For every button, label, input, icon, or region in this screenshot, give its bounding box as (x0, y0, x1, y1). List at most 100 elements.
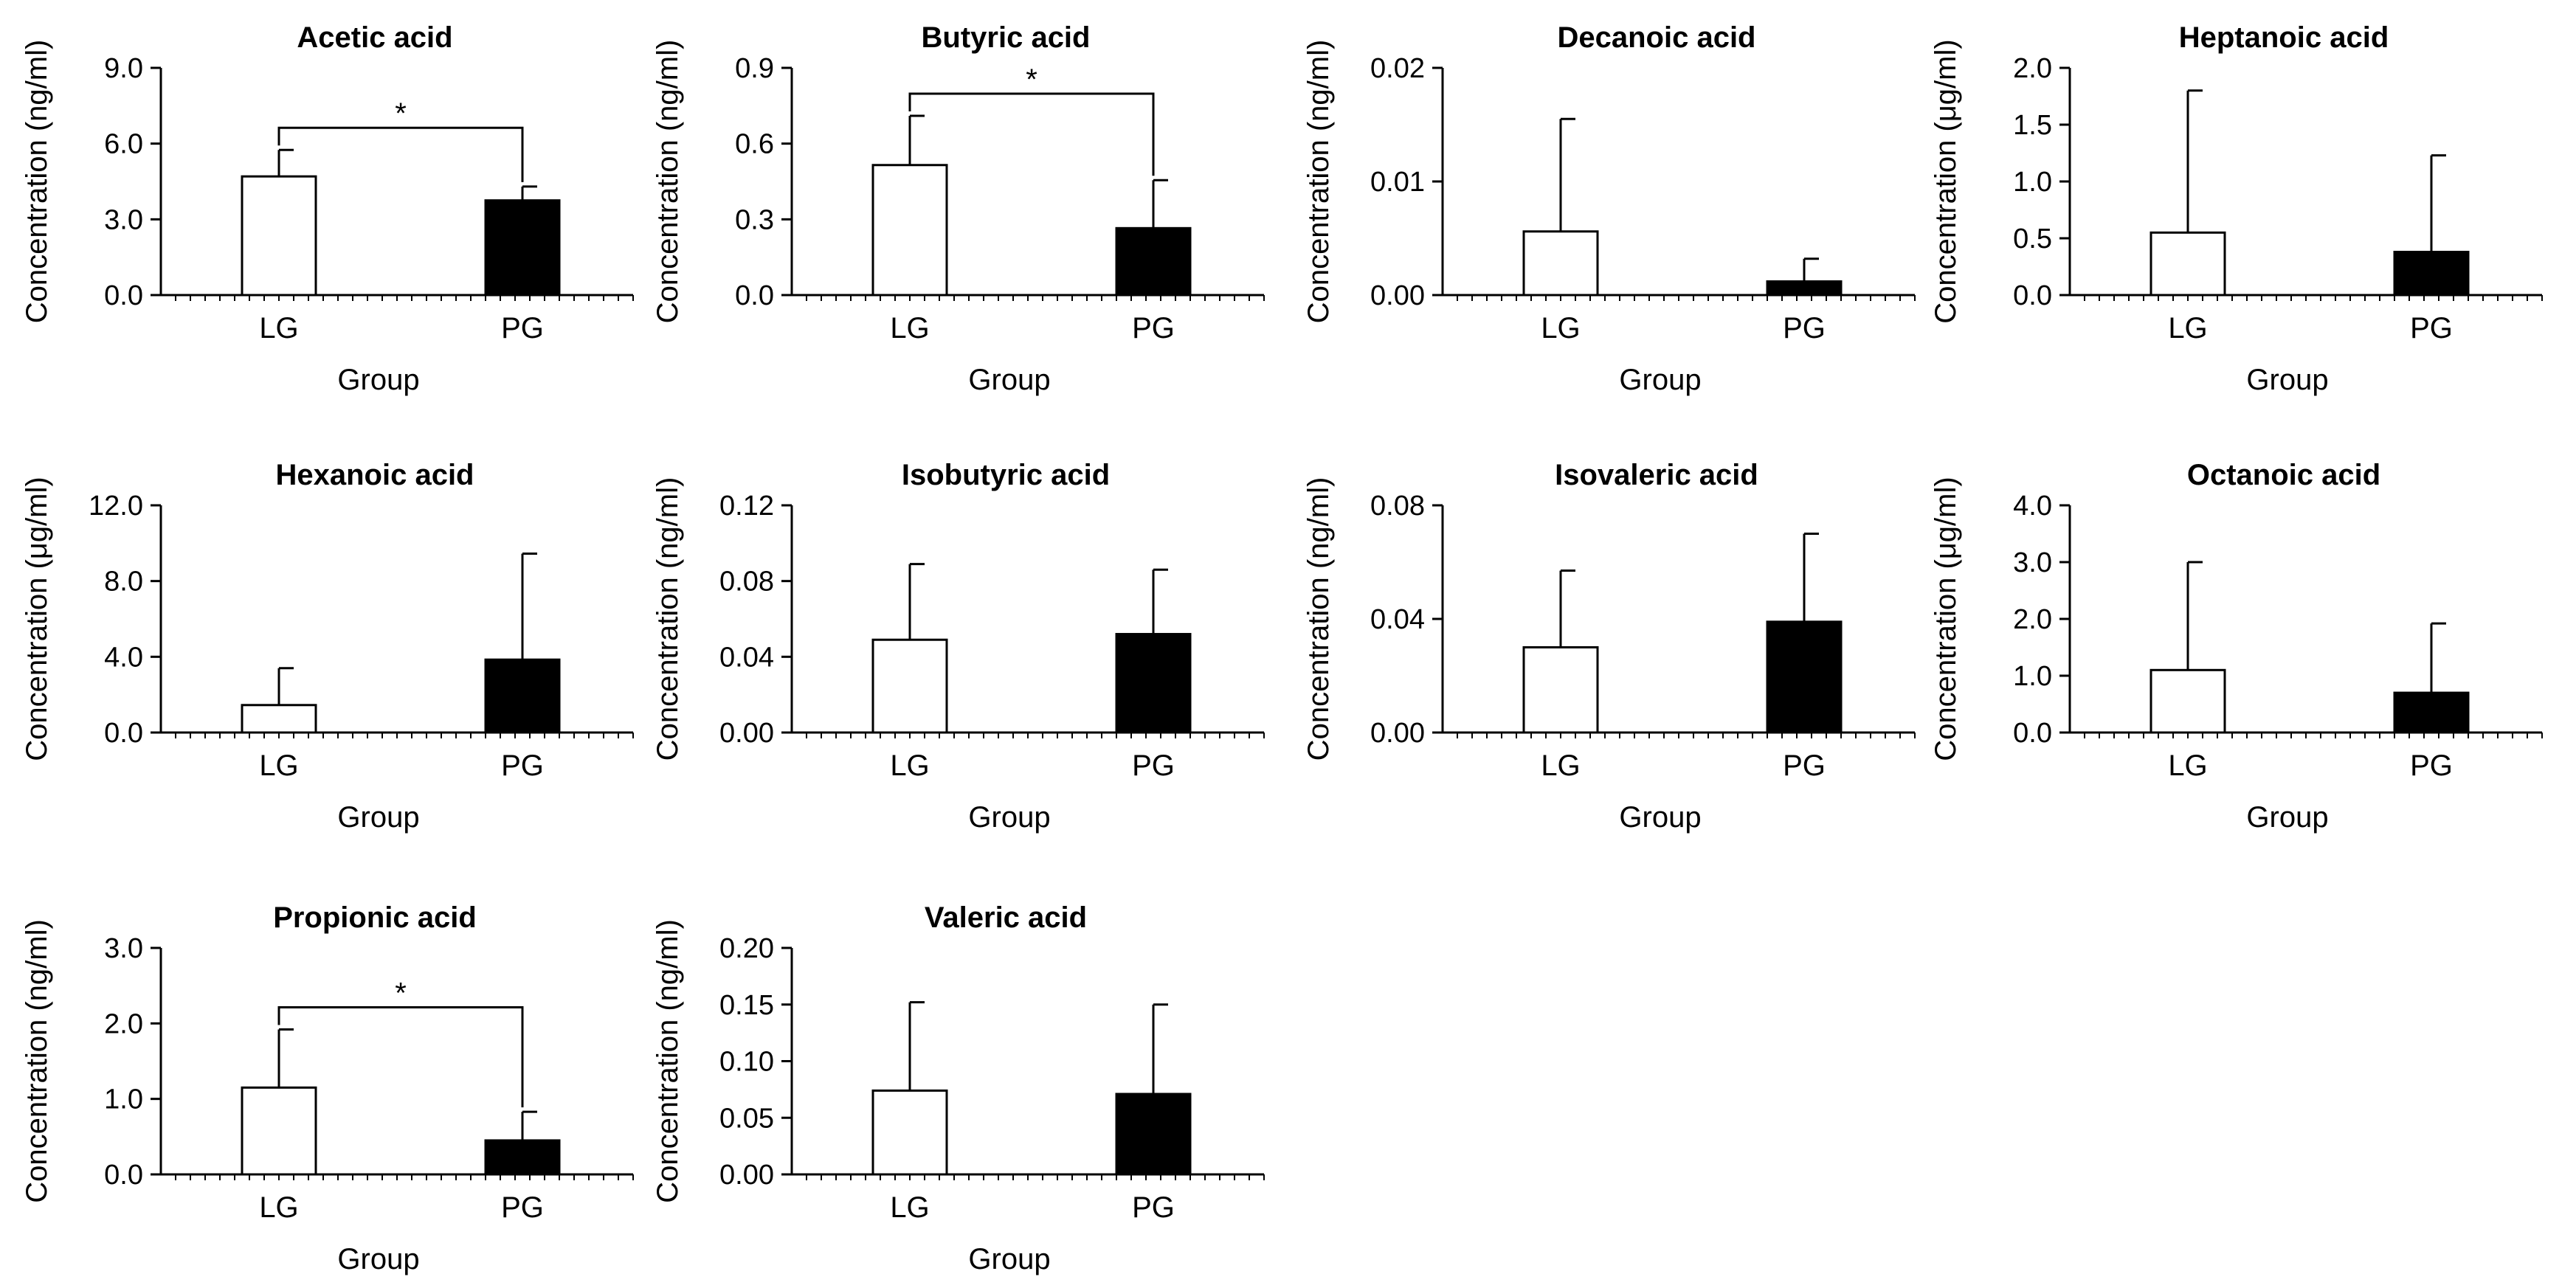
y-axis-label: Concentration (ng/ml) (21, 919, 53, 1203)
bar-pg (1115, 226, 1192, 297)
y-tick-label: 0.00 (719, 718, 774, 749)
y-tick-label: 0.3 (735, 204, 774, 235)
x-axis-label: Group (968, 801, 1050, 834)
x-category-label: PG (501, 749, 544, 782)
y-tick-label: 0.04 (719, 642, 774, 673)
bar-lg (241, 175, 317, 297)
y-tick-label: 4.0 (2013, 491, 2052, 522)
y-tick-label: 0.00 (1370, 280, 1425, 311)
y-tick-label: 0.0 (735, 280, 774, 311)
bar-pg (1766, 280, 1843, 297)
y-tick-label: 0.00 (1370, 718, 1425, 749)
significance-star: * (395, 97, 407, 130)
bar-pg (484, 199, 561, 297)
x-category-label: LG (2168, 749, 2207, 782)
bar-lg (871, 638, 948, 734)
y-tick-label: 9.0 (104, 53, 143, 84)
bar-lg (1522, 646, 1599, 734)
x-axis-label: Group (2246, 801, 2328, 834)
x-category-label: LG (1541, 749, 1580, 782)
bar-lg (871, 164, 948, 297)
bar-lg (241, 1086, 317, 1176)
y-tick-label: 8.0 (104, 567, 143, 598)
x-category-label: PG (501, 312, 544, 344)
panel-butyric-acid: Butyric acid 0.0 0.3 0.6 0.9 LG PG * Group Concen… (652, 21, 1265, 396)
chart-title: Decanoic acid (1557, 21, 1755, 54)
y-tick-label: 1.0 (104, 1084, 143, 1115)
panel-valeric-acid: Valeric acid 0.00 0.05 0.10 0.15 0.20 LG PG Grou… (652, 901, 1265, 1275)
y-tick-label: 0.9 (735, 53, 774, 84)
y-tick-label: 0.0 (104, 718, 143, 749)
panel-isobutyric-acid: Isobutyric acid 0.00 0.04 0.08 0.12 LG PG Group… (652, 459, 1265, 834)
y-tick-label: 2.0 (2013, 53, 2052, 84)
bar-pg (1766, 620, 1843, 734)
panel-acetic-acid: Acetic acid 0.0 3.0 6.0 9.0 LG PG * Group Concent… (21, 21, 634, 396)
x-axis-label: Group (1619, 364, 1701, 396)
y-tick-label: 4.0 (104, 642, 143, 673)
x-axis-label: Group (337, 1243, 419, 1275)
panel-propionic-acid: Propionic acid 0.0 1.0 2.0 3.0 LG PG * Group Conc… (21, 901, 634, 1275)
x-category-label: LG (2168, 312, 2207, 344)
x-category-label: PG (501, 1191, 544, 1224)
y-axis-label: Concentration (μg/ml) (21, 477, 53, 761)
y-tick-label: 0.08 (1370, 491, 1425, 522)
x-axis-label: Group (337, 801, 419, 834)
x-category-label: LG (259, 312, 298, 344)
y-tick-label: 0.0 (104, 1160, 143, 1191)
y-tick-label: 0.5 (2013, 224, 2052, 255)
x-category-label: PG (1132, 312, 1175, 344)
y-tick-label: 0.15 (719, 990, 774, 1021)
y-axis-label: Concentration (ng/ml) (652, 40, 684, 324)
y-axis-label: Concentration (ng/ml) (1302, 40, 1335, 324)
y-tick-label: 1.0 (2013, 661, 2052, 692)
y-axis-label: Concentration (μg/ml) (1930, 39, 1962, 323)
significance-bracket (277, 1006, 524, 1108)
y-tick-label: 1.0 (2013, 167, 2052, 198)
y-tick-label: 0.00 (719, 1160, 774, 1191)
x-axis-label: Group (968, 1243, 1050, 1275)
bar-lg (871, 1089, 948, 1176)
bar-pg (2393, 691, 2470, 734)
panel-decanoic-acid: Decanoic acid 0.00 0.01 0.02 LG PG Group Concen… (1302, 21, 1916, 396)
chart-title: Isovaleric acid (1555, 459, 1758, 491)
y-tick-label: 3.0 (104, 933, 143, 964)
y-tick-label: 0.05 (719, 1103, 774, 1134)
panel-heptanoic-acid: Heptanoic acid 0.0 0.5 1.0 1.5 2.0 LG PG Group Co… (1930, 21, 2543, 396)
significance-bracket (277, 126, 524, 182)
y-tick-label: 0.08 (719, 567, 774, 598)
x-axis-label: Group (337, 364, 419, 396)
bar-lg (241, 704, 317, 734)
y-tick-label: 3.0 (104, 204, 143, 235)
chart-title: Acetic acid (297, 21, 452, 54)
y-axis-label: Concentration (ng/ml) (652, 477, 684, 761)
y-axis-label: Concentration (ng/ml) (21, 40, 53, 324)
bar-lg (2149, 231, 2226, 297)
x-category-label: PG (1783, 749, 1826, 782)
significance-star: * (1026, 63, 1037, 96)
bar-pg (2393, 250, 2470, 297)
chart-title: Propionic acid (273, 901, 477, 934)
x-category-label: PG (2410, 312, 2453, 344)
x-category-label: LG (1541, 312, 1580, 344)
y-tick-label: 0.10 (719, 1047, 774, 1078)
y-tick-label: 0.0 (2013, 718, 2052, 749)
y-tick-label: 0.6 (735, 129, 774, 160)
significance-bracket (908, 92, 1155, 176)
y-tick-label: 6.0 (104, 129, 143, 160)
x-category-label: LG (259, 1191, 298, 1224)
y-tick-label: 0.02 (1370, 53, 1425, 84)
y-tick-label: 1.5 (2013, 110, 2052, 141)
chart-title: Valeric acid (925, 901, 1087, 934)
x-category-label: LG (890, 312, 929, 344)
y-tick-label: 0.01 (1370, 167, 1425, 198)
chart-title: Octanoic acid (2187, 459, 2380, 491)
bar-pg (484, 658, 561, 734)
x-category-label: PG (1132, 749, 1175, 782)
y-tick-label: 0.20 (719, 933, 774, 964)
y-tick-label: 0.04 (1370, 604, 1425, 635)
bar-pg (484, 1139, 561, 1176)
y-tick-label: 2.0 (104, 1008, 143, 1039)
y-axis-label: Concentration (ng/ml) (652, 919, 684, 1203)
y-tick-label: 3.0 (2013, 547, 2052, 578)
